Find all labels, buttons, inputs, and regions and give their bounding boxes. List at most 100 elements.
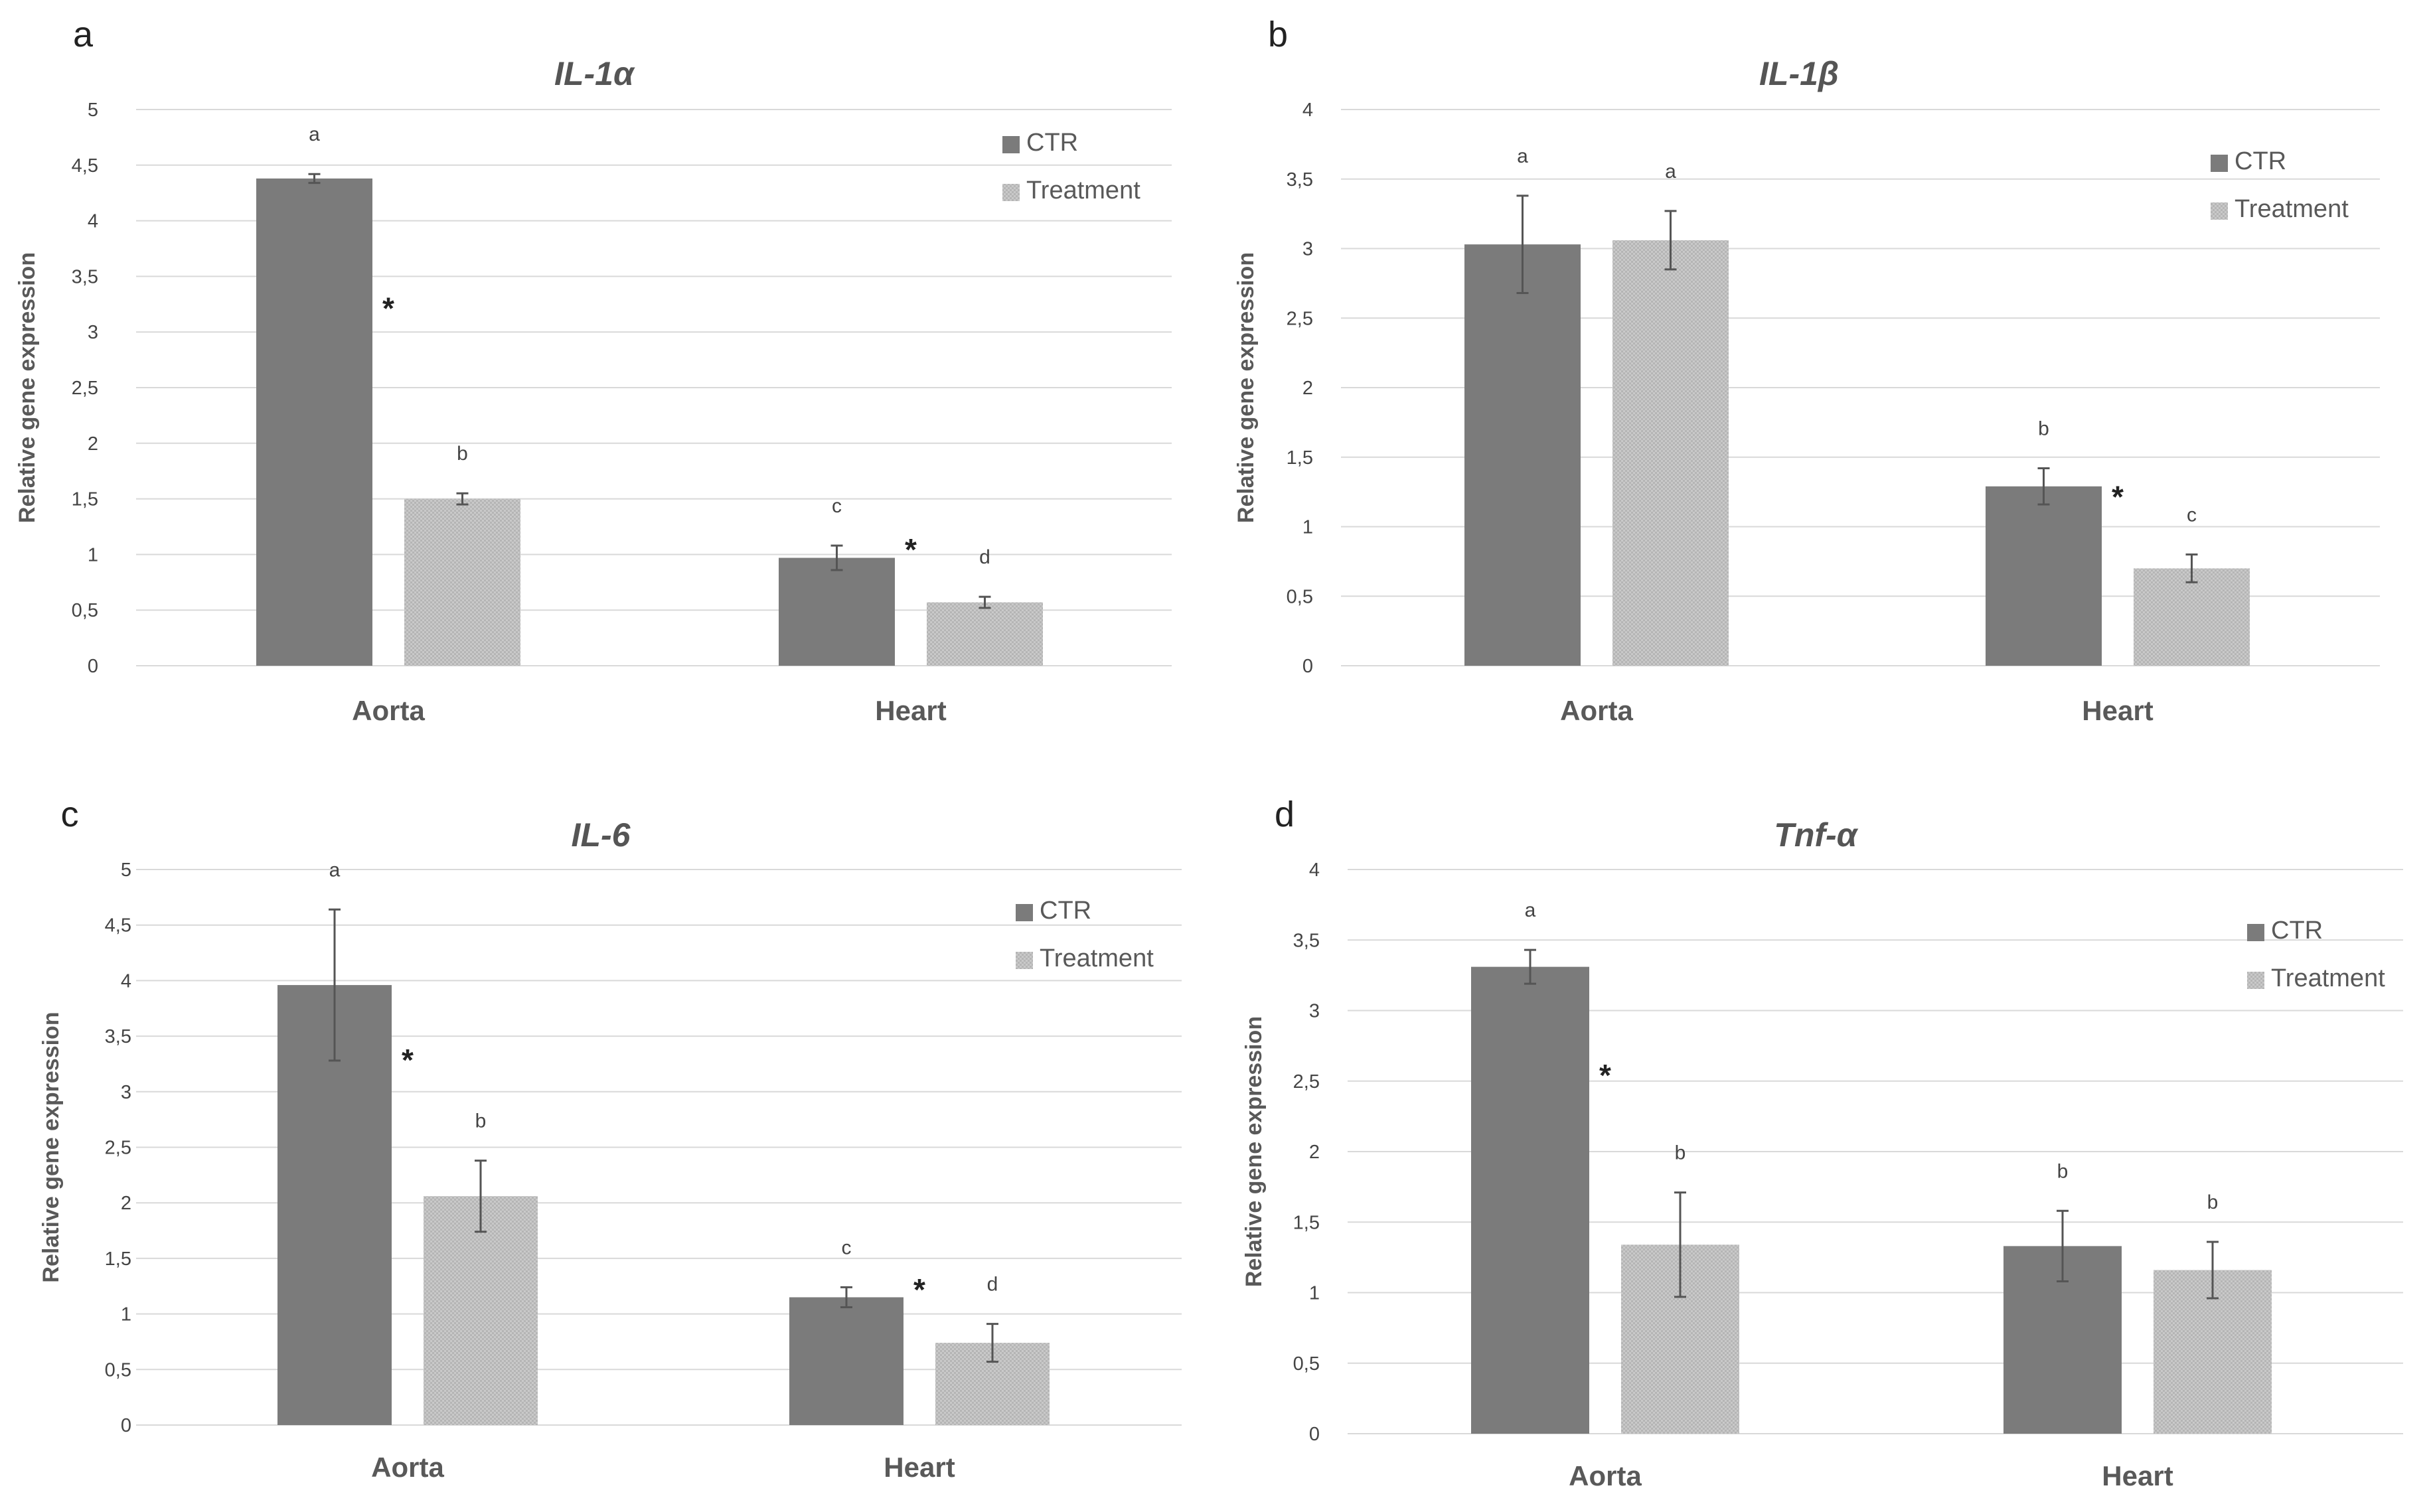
chart-title: IL-1α — [554, 55, 635, 92]
chart-title: IL-1β — [1759, 55, 1839, 92]
y-tick-label: 0,5 — [72, 600, 98, 621]
significance-star: * — [402, 1043, 414, 1077]
legend-label: CTR — [2235, 147, 2286, 175]
bar-ctr — [779, 558, 895, 666]
y-tick-label: 3 — [1309, 1001, 1320, 1022]
x-category-label: Aorta — [1560, 695, 1633, 726]
y-tick-label: 5 — [88, 100, 98, 121]
significance-star: * — [382, 291, 394, 325]
significance-letter: b — [475, 1110, 487, 1132]
legend-label: CTR — [1040, 897, 1091, 925]
y-tick-label: 1 — [121, 1304, 131, 1325]
y-tick-label: 1,5 — [1287, 447, 1313, 469]
bar-ctr — [256, 178, 372, 666]
significance-star: * — [2112, 480, 2124, 514]
y-tick-label: 1,5 — [1293, 1212, 1320, 1233]
legend-swatch-ctr — [2211, 155, 2228, 172]
legend-swatch-treatment — [2247, 972, 2264, 989]
x-category-label: Heart — [884, 1452, 955, 1483]
y-tick-label: 1 — [1309, 1283, 1320, 1304]
y-tick-label: 3,5 — [1293, 930, 1320, 951]
y-tick-label: 4 — [1309, 860, 1320, 881]
bar-treatment — [424, 1196, 538, 1425]
legend-swatch-treatment — [1016, 952, 1033, 969]
y-tick-label: 0 — [1302, 656, 1313, 677]
legend-swatch-treatment — [1002, 184, 1020, 201]
y-tick-label: 0 — [88, 656, 98, 677]
bar-ctr — [1471, 966, 1589, 1434]
y-tick-label: 3,5 — [72, 266, 98, 287]
bar-treatment — [2134, 568, 2250, 666]
y-tick-label: 2,5 — [72, 378, 98, 399]
legend-label: Treatment — [2235, 195, 2349, 223]
significance-star: * — [913, 1272, 925, 1307]
legend-label: Treatment — [1026, 177, 1140, 204]
legend-swatch-ctr — [1002, 136, 1020, 153]
significance-letter: b — [2038, 418, 2049, 440]
significance-letter: c — [842, 1237, 852, 1258]
bar-ctr — [789, 1297, 903, 1425]
y-tick-label: 1,5 — [105, 1248, 131, 1270]
y-tick-label: 0 — [1309, 1424, 1320, 1445]
significance-letter: b — [457, 443, 468, 465]
chart-panel-a: a IL-1α Relative gene expression 0 0,5 1 1,5 2 2… — [15, 15, 1172, 726]
y-tick-label: 0,5 — [1287, 586, 1313, 607]
chart-panel-c: c IL-6 Relative gene expression 0 0,5 1 1,5 2 2,… — [39, 794, 1182, 1483]
legend: CTR Treatment — [2247, 917, 2385, 992]
panel-label: d — [1275, 794, 1295, 834]
significance-letter: a — [329, 859, 341, 881]
legend: CTR Treatment — [1002, 129, 1140, 204]
legend-label: Treatment — [2271, 964, 2385, 992]
significance-letter: a — [309, 123, 320, 145]
y-axis-title: Relative gene expression — [1241, 1016, 1267, 1287]
x-category-label: Heart — [875, 695, 946, 726]
x-category-label: Aorta — [371, 1452, 444, 1483]
chart-title: Tnf-α — [1774, 816, 1858, 854]
legend-label: CTR — [2271, 917, 2323, 945]
y-tick-label: 1,5 — [72, 489, 98, 510]
legend-swatch-ctr — [1016, 904, 1033, 921]
bar-treatment — [1612, 240, 1729, 666]
significance-letter: d — [979, 546, 990, 568]
significance-letter: c — [832, 495, 842, 517]
y-tick-label: 2 — [88, 433, 98, 455]
y-tick-label: 3 — [121, 1082, 131, 1103]
y-tick-label: 2 — [1302, 378, 1313, 399]
chart-panel-b: b IL-1β Relative gene expression 0 0,5 1 1,5 2 2… — [1233, 15, 2380, 726]
y-tick-label: 4 — [1302, 100, 1313, 121]
legend-swatch-treatment — [2211, 202, 2228, 220]
y-tick-label: 4,5 — [105, 915, 131, 937]
y-tick-label: 2,5 — [1287, 308, 1313, 329]
x-category-label: Heart — [2082, 695, 2153, 726]
panel-label: c — [61, 794, 79, 834]
x-category-label: Heart — [2102, 1460, 2173, 1491]
y-tick-label: 0,5 — [105, 1359, 131, 1381]
y-axis-title: Relative gene expression — [1233, 252, 1259, 523]
y-tick-label: 4 — [88, 211, 98, 232]
y-tick-label: 2 — [1309, 1142, 1320, 1163]
y-tick-label: 2,5 — [105, 1138, 131, 1159]
chart-panel-d: d Tnf-α Relative gene expression 0 0,5 1 1,5 2 2… — [1241, 794, 2403, 1491]
y-tick-label: 3,5 — [1287, 169, 1313, 190]
significance-letter: d — [987, 1274, 998, 1296]
x-category-label: Aorta — [352, 695, 425, 726]
bar-ctr — [1464, 244, 1581, 666]
y-tick-label: 4 — [121, 970, 131, 992]
legend-label: Treatment — [1040, 945, 1154, 972]
significance-letter: b — [1675, 1142, 1686, 1164]
y-tick-label: 5 — [121, 860, 131, 881]
chart-title: IL-6 — [572, 816, 631, 854]
bar-treatment — [927, 602, 1043, 666]
y-tick-label: 1 — [88, 544, 98, 566]
y-tick-label: 4,5 — [72, 155, 98, 177]
y-tick-label: 0,5 — [1293, 1353, 1320, 1375]
y-axis-title: Relative gene expression — [39, 1012, 64, 1282]
significance-star: * — [905, 532, 917, 567]
x-category-label: Aorta — [1569, 1460, 1642, 1491]
y-tick-label: 3,5 — [105, 1026, 131, 1047]
bar-treatment — [404, 498, 520, 666]
significance-letter: a — [1525, 899, 1536, 921]
y-tick-label: 0 — [121, 1415, 131, 1436]
y-axis-title: Relative gene expression — [15, 252, 40, 523]
